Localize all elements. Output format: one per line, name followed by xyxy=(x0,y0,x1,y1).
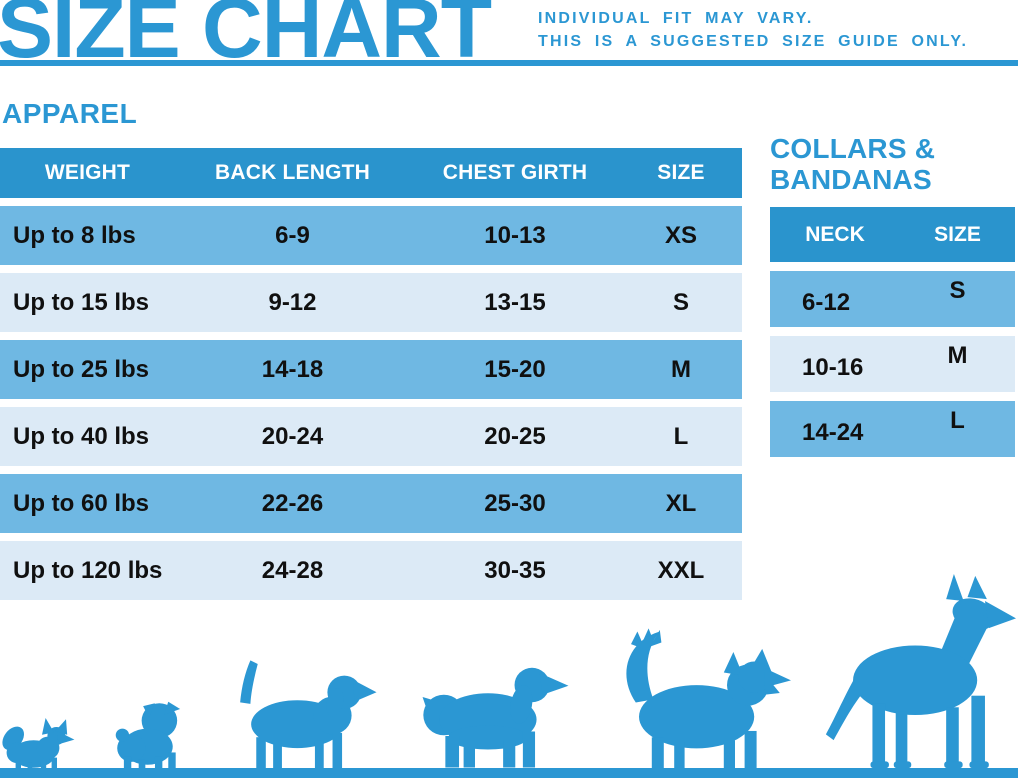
table-row: Up to 25 lbs 14-18 15-20 M xyxy=(0,340,742,399)
column-header-back-length: BACK LENGTH xyxy=(214,161,371,184)
chest-girth-cell: 25-30 xyxy=(484,489,546,517)
beagle-silhouette xyxy=(224,656,378,772)
size-cell: XL xyxy=(665,489,697,517)
chest-girth-cell: 15-20 xyxy=(484,355,546,383)
collars-size-table: NECK SIZE 6-12 S 10-16 M 14-24 L xyxy=(770,207,1015,457)
tagline-line-2: THIS IS A SUGGESTED SIZE GUIDE ONLY. xyxy=(538,33,969,50)
size-cell: XS xyxy=(664,221,697,249)
cocker-spaniel-silhouette xyxy=(418,652,570,772)
chest-girth-cell: 20-25 xyxy=(484,422,546,450)
great-dane-silhouette xyxy=(822,574,1016,772)
table-row: Up to 120 lbs 24-28 30-35 XXL xyxy=(0,541,742,600)
back-length-cell: 9-12 xyxy=(268,288,317,316)
table-row: 6-12 S xyxy=(770,271,1015,327)
back-length-cell: 20-24 xyxy=(261,422,324,450)
table-row: Up to 60 lbs 22-26 25-30 XL xyxy=(0,474,742,533)
column-header-size: SIZE xyxy=(657,161,705,184)
back-length-cell: 22-26 xyxy=(261,489,324,517)
collars-table-header: NECK SIZE xyxy=(770,207,1015,262)
ground-line xyxy=(0,768,1018,778)
collars-heading-line-1: COLLARS & xyxy=(770,133,936,164)
chest-girth-cell: 10-13 xyxy=(484,221,546,249)
collars-heading-line-2: BANDANAS xyxy=(770,164,932,195)
neck-cell: 14-24 xyxy=(802,419,864,446)
size-cell: S xyxy=(949,277,966,304)
table-row: 14-24 L xyxy=(770,401,1015,457)
tagline: INDIVIDUAL FIT MAY VARY. THIS IS A SUGGE… xyxy=(538,7,1018,53)
size-cell: M xyxy=(947,342,968,369)
size-cell: S xyxy=(672,288,689,316)
apparel-heading: APPAREL xyxy=(2,98,138,129)
neck-cell: 10-16 xyxy=(802,354,864,381)
husky-silhouette xyxy=(607,622,791,772)
chest-girth-cell: 13-15 xyxy=(484,288,546,316)
weight-cell: Up to 120 lbs xyxy=(13,556,163,584)
column-header-size: SIZE xyxy=(934,222,981,246)
table-row: 10-16 M xyxy=(770,336,1015,392)
pug-silhouette xyxy=(115,696,189,772)
size-cell: L xyxy=(673,422,689,450)
weight-cell: Up to 25 lbs xyxy=(13,355,150,383)
apparel-table-header: WEIGHT BACK LENGTH CHEST GIRTH SIZE xyxy=(0,148,742,198)
weight-cell: Up to 8 lbs xyxy=(13,221,136,249)
table-row: Up to 15 lbs 9-12 13-15 S xyxy=(0,273,742,332)
title-underline xyxy=(0,60,1018,66)
toy-dog-silhouette xyxy=(0,712,78,772)
page-title: SIZE CHART xyxy=(0,0,492,75)
size-cell: L xyxy=(950,407,965,434)
size-cell: M xyxy=(671,355,691,383)
weight-cell: Up to 60 lbs xyxy=(13,489,150,517)
column-header-neck: NECK xyxy=(805,222,865,246)
table-row: Up to 8 lbs 6-9 10-13 XS xyxy=(0,206,742,265)
back-length-cell: 6-9 xyxy=(275,221,310,249)
weight-cell: Up to 40 lbs xyxy=(13,422,150,450)
weight-cell: Up to 15 lbs xyxy=(13,288,150,316)
chest-girth-cell: 30-35 xyxy=(484,556,546,584)
column-header-chest-girth: CHEST GIRTH xyxy=(442,161,588,184)
neck-cell: 6-12 xyxy=(802,289,851,316)
back-length-cell: 14-18 xyxy=(261,355,324,383)
collars-heading: COLLARS & BANDANAS xyxy=(770,133,935,195)
apparel-size-table: WEIGHT BACK LENGTH CHEST GIRTH SIZE Up t… xyxy=(0,148,742,600)
tagline-line-1: INDIVIDUAL FIT MAY VARY. xyxy=(538,10,814,27)
size-cell: XXL xyxy=(657,556,705,584)
column-header-weight: WEIGHT xyxy=(44,161,131,184)
table-row: Up to 40 lbs 20-24 20-25 L xyxy=(0,407,742,466)
back-length-cell: 24-28 xyxy=(261,556,324,584)
